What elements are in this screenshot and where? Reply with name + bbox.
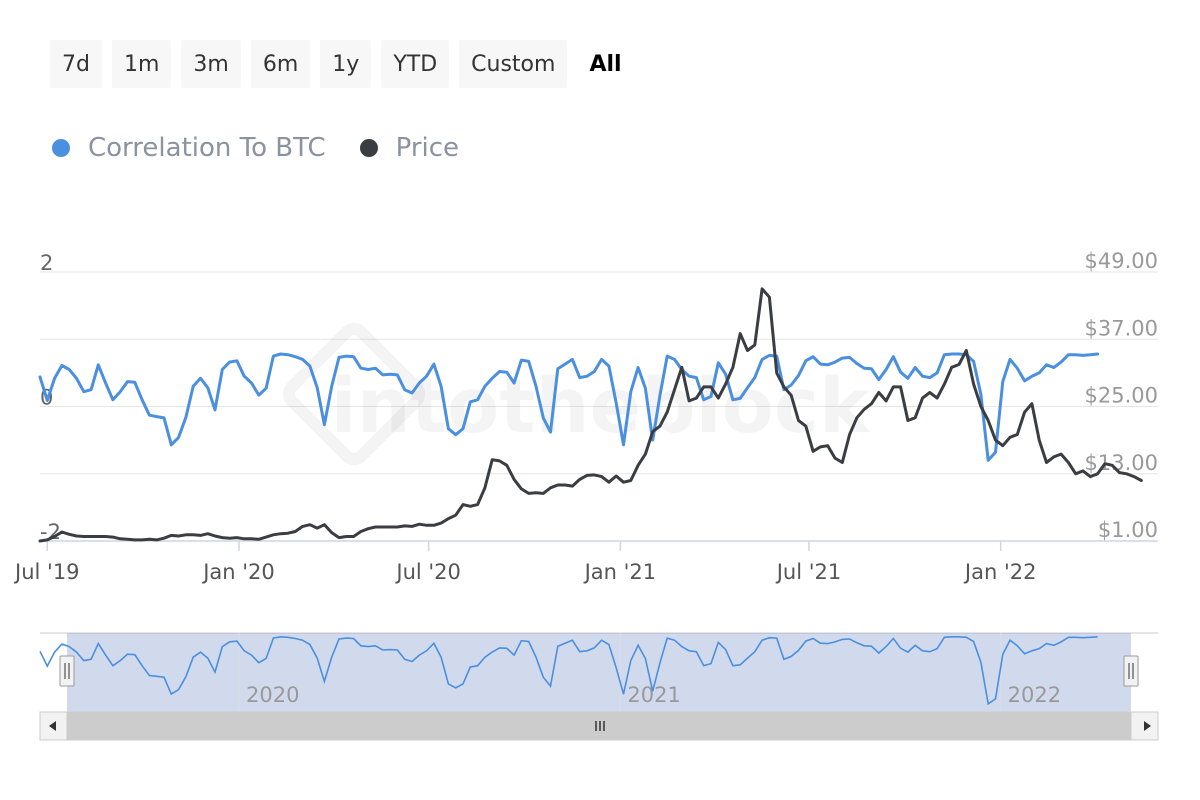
legend-item-correlation[interactable]: Correlation To BTC (52, 133, 326, 163)
y-left-tick-label: 2 (40, 251, 53, 275)
y-right-tick-label: $25.00 (1085, 384, 1158, 408)
range-button-7d[interactable]: 7d (50, 40, 102, 88)
x-tick-label: Jan '21 (583, 560, 657, 584)
scrollbar-thumb[interactable] (67, 712, 1131, 740)
navigator-year-label: 2022 (1008, 683, 1061, 707)
navigator-year-label: 2020 (246, 683, 299, 707)
range-selector: 7d 1m 3m 6m 1y YTD Custom All (50, 40, 634, 88)
triangle-right-icon (1144, 721, 1151, 731)
y-right-tick-label: $1.00 (1098, 518, 1158, 542)
watermark-logo-icon (282, 322, 426, 466)
y-right-tick-label: $49.00 (1085, 249, 1158, 273)
x-tick-label: Jan '22 (963, 560, 1037, 584)
y-left-tick-label: -2 (40, 520, 61, 544)
range-button-1m[interactable]: 1m (111, 40, 172, 88)
navigator-handle-right[interactable] (1123, 655, 1139, 687)
legend-marker-price (359, 139, 378, 157)
y-right-tick-label: $13.00 (1085, 451, 1158, 475)
range-button-all[interactable]: All (577, 40, 633, 88)
range-button-3m[interactable]: 3m (181, 40, 241, 88)
chart-legend: Correlation To BTC Price (52, 133, 459, 163)
legend-marker-correlation (52, 139, 70, 157)
price-series-line[interactable] (38, 287, 1143, 543)
x-tick-label: Jul '20 (394, 560, 461, 584)
legend-label-price: Price (395, 133, 460, 163)
y-right-tick-label: $37.00 (1085, 316, 1158, 340)
triangle-left-icon (49, 721, 56, 731)
navigator-handle-left[interactable] (59, 655, 75, 687)
range-button-1y[interactable]: 1y (320, 40, 372, 88)
range-button-custom[interactable]: Custom (459, 40, 568, 88)
correlation-series-line[interactable] (38, 352, 1100, 462)
range-button-6m[interactable]: 6m (250, 40, 311, 88)
range-button-ytd[interactable]: YTD (381, 40, 450, 88)
legend-label-correlation: Correlation To BTC (88, 133, 326, 163)
navigator-selection[interactable] (67, 633, 1131, 712)
legend-item-price[interactable]: Price (359, 133, 460, 163)
x-tick-label: Jul '21 (775, 560, 842, 584)
x-tick-label: Jul '19 (13, 560, 80, 584)
x-tick-label: Jan '20 (201, 560, 275, 584)
navigator-series-line (39, 635, 1098, 706)
